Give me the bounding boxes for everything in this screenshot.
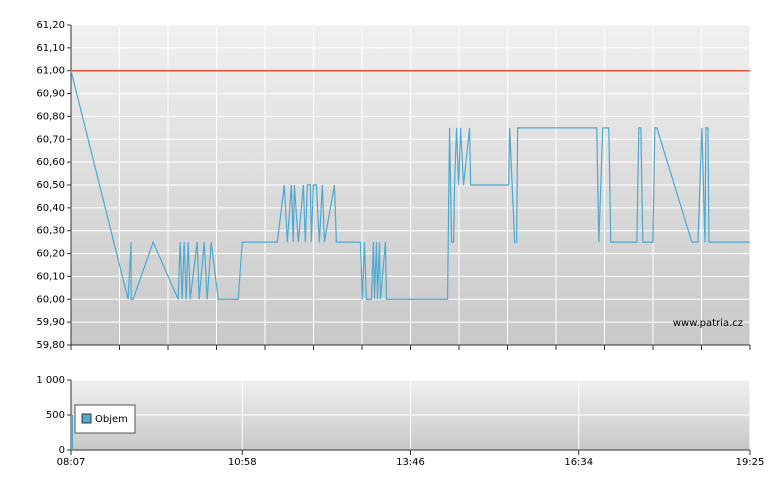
x-tick-label: 16:34 <box>564 457 593 468</box>
volume-bar <box>71 415 73 450</box>
price-line <box>70 70 750 300</box>
y-tick-label: 61,10 <box>36 43 65 54</box>
y-tick-label: 0 <box>59 445 65 456</box>
y-tick-label: 61,00 <box>36 66 65 77</box>
y-tick-label: 61,20 <box>36 20 65 31</box>
y-tick-label: 60,10 <box>36 271 65 282</box>
y-tick-label: 60,70 <box>36 134 65 145</box>
y-tick-label: 1 000 <box>36 375 65 386</box>
watermark: www.patria.cz <box>673 318 743 329</box>
y-tick-label: 59,80 <box>36 340 65 351</box>
y-tick-label: 60,00 <box>36 294 65 305</box>
x-tick-label: 10:58 <box>228 457 257 468</box>
y-tick-label: 60,20 <box>36 249 65 260</box>
y-tick-label: 500 <box>46 410 65 421</box>
y-tick-label: 60,50 <box>36 180 65 191</box>
y-tick-label: 60,90 <box>36 89 65 100</box>
y-tick-label: 60,40 <box>36 203 65 214</box>
y-tick-label: 59,90 <box>36 317 65 328</box>
y-tick-label: 60,30 <box>36 226 65 237</box>
legend-swatch <box>81 413 92 424</box>
y-tick-label: 60,80 <box>36 111 65 122</box>
x-tick-label: 13:46 <box>396 457 425 468</box>
x-tick-label: 19:25 <box>736 457 765 468</box>
legend-box <box>74 404 136 434</box>
legend-label: Objem <box>95 414 128 425</box>
y-tick-label: 60,60 <box>36 157 65 168</box>
x-tick-label: 08:07 <box>57 457 86 468</box>
